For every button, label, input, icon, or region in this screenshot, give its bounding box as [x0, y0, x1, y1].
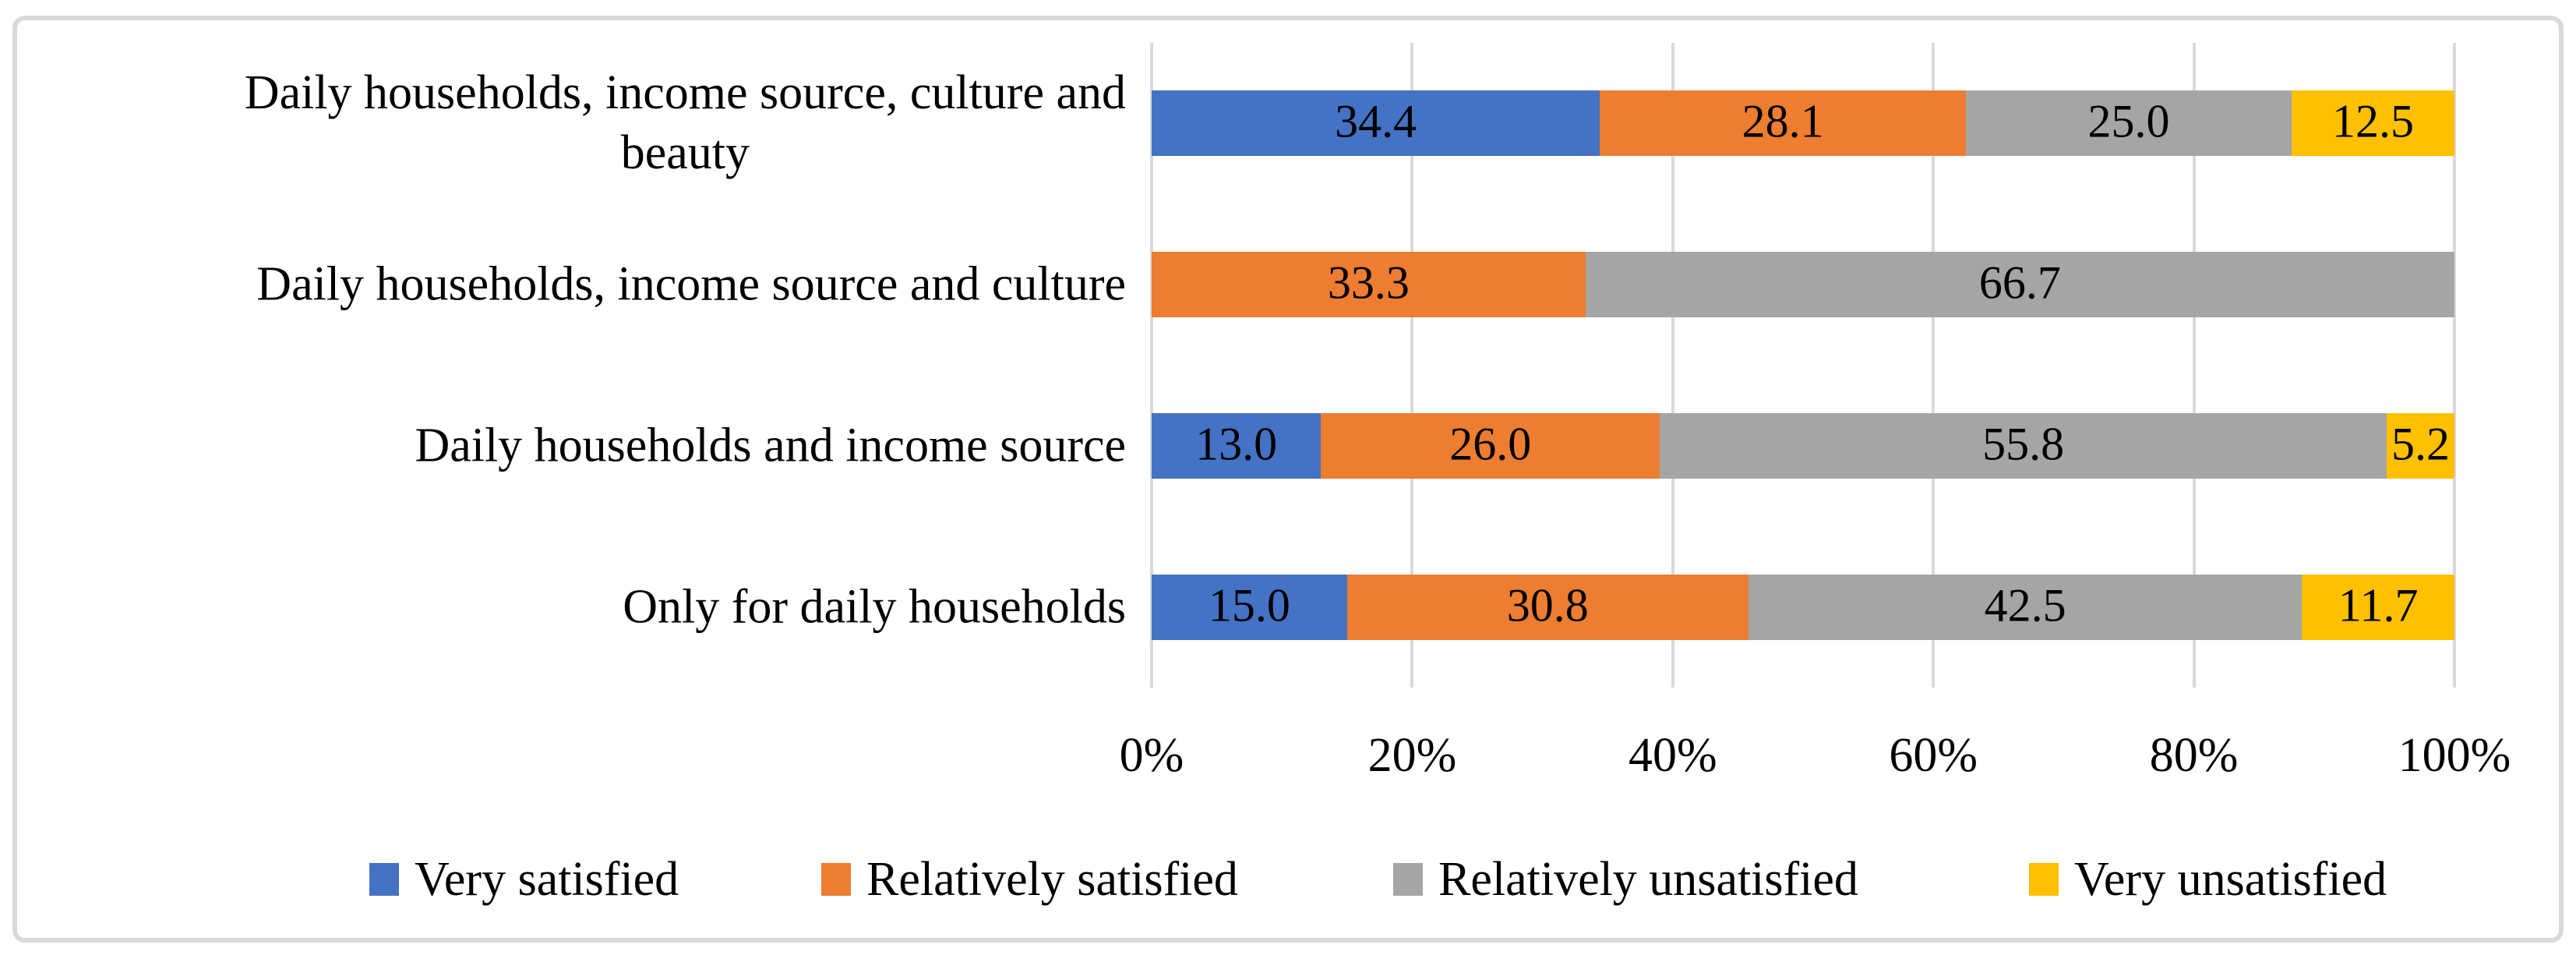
gridline — [2192, 43, 2196, 688]
x-axis-tick-label: 60% — [1889, 729, 1978, 782]
chart-border-frame — [12, 16, 2564, 943]
legend-label: Relatively satisfied — [866, 853, 1238, 906]
legend-swatch — [1393, 863, 1423, 896]
x-axis-tick-label: 100% — [2398, 729, 2511, 782]
bar-data-label: 42.5 — [1984, 582, 2066, 629]
legend-item: Relatively unsatisfied — [1393, 848, 1858, 911]
legend-item: Relatively satisfied — [821, 848, 1238, 911]
gridline — [1932, 43, 1936, 688]
category-label: Daily households and income source — [415, 419, 1126, 472]
bar-data-label: 66.7 — [1978, 259, 2061, 306]
bar-data-label: 12.5 — [2332, 97, 2414, 145]
bar-data-label: 5.2 — [2391, 420, 2451, 468]
x-axis-tick-label: 20% — [1367, 729, 1457, 782]
legend-item: Very unsatisfied — [2029, 848, 2387, 911]
bar-data-label: 25.0 — [2087, 97, 2170, 145]
gridline — [2453, 43, 2456, 688]
bar-data-label: 11.7 — [2338, 582, 2419, 629]
legend-item: Very satisfied — [369, 848, 679, 911]
bar-data-label: 30.8 — [1506, 582, 1589, 629]
gridline — [1671, 43, 1674, 688]
x-axis-tick-label: 40% — [1628, 729, 1717, 782]
bar-segment: 34.4 — [1152, 90, 1600, 157]
x-axis-tick-label: 0% — [1119, 729, 1184, 782]
gridline — [1410, 43, 1414, 688]
bar-segment: 55.8 — [1660, 412, 2387, 479]
legend-swatch — [2029, 863, 2059, 896]
gridline — [1150, 43, 1153, 688]
bar-segment: 42.5 — [1748, 574, 2303, 640]
legend-label: Relatively unsatisfied — [1438, 853, 1858, 906]
bar-segment: 5.2 — [2387, 412, 2454, 479]
legend-label: Very unsatisfied — [2074, 853, 2387, 906]
bar-segment: 26.0 — [1321, 412, 1660, 479]
legend-swatch — [369, 863, 399, 896]
bar-segment: 33.3 — [1152, 252, 1586, 318]
bar-data-label: 34.4 — [1335, 97, 1417, 145]
bar-segment: 13.0 — [1152, 412, 1322, 479]
bar-data-label: 33.3 — [1327, 259, 1410, 306]
x-axis-tick-label: 80% — [2149, 729, 2239, 782]
bar-data-label: 15.0 — [1208, 582, 1290, 629]
bar-segment: 15.0 — [1152, 574, 1347, 640]
bar-data-label: 55.8 — [1982, 420, 2065, 468]
bar-data-label: 26.0 — [1449, 420, 1532, 468]
legend-swatch — [821, 863, 851, 896]
bar-segment: 25.0 — [1966, 90, 2292, 157]
bar-data-label: 28.1 — [1741, 97, 1824, 145]
bar-segment: 11.7 — [2302, 574, 2454, 640]
legend-label: Very satisfied — [415, 853, 679, 906]
category-label: Only for daily households — [623, 580, 1126, 634]
bar-segment: 66.7 — [1585, 252, 2454, 318]
bar-segment: 12.5 — [2292, 90, 2454, 157]
bar-segment: 30.8 — [1346, 574, 1749, 640]
category-label: Daily households, income source, culture… — [244, 66, 1126, 180]
bar-segment: 28.1 — [1600, 90, 1966, 157]
category-label: Daily households, income source and cult… — [256, 257, 1126, 311]
bar-data-label: 13.0 — [1195, 420, 1278, 468]
